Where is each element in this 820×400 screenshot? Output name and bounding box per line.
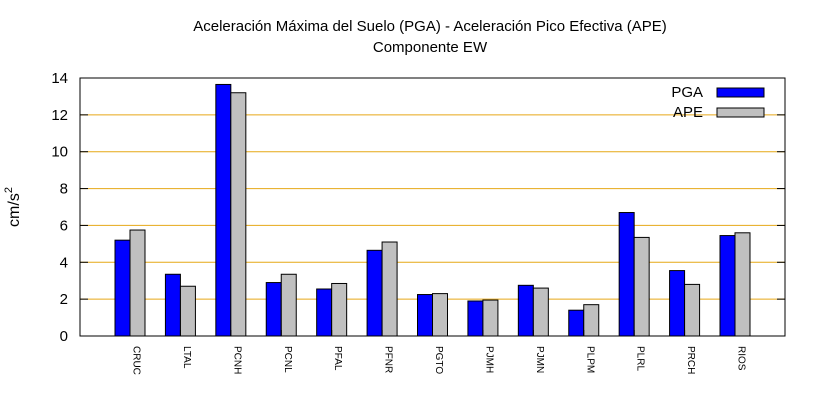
x-tick-label: CRUC [131,346,142,375]
legend-label-ape: APE [673,104,703,121]
bar-pga-plpm [568,309,585,337]
bar-ape-ltal [179,285,196,337]
bar-ape-rios [734,232,751,337]
y-tick-label: 14 [51,70,68,87]
bar-ape-pfal [331,282,348,337]
bar-pga-pjmn [517,284,534,337]
y-tick-label: 6 [60,217,68,234]
y-axis-label-superscript: 2 [3,187,15,193]
x-tick-label: PLRL [635,346,646,371]
bar-pga-pfal [316,288,333,337]
chart-subtitle: Componente EW [373,39,488,56]
bar-pga-pgto [417,294,433,337]
y-tick-label: 12 [51,107,68,124]
x-tick-label: PJMN [534,346,545,373]
legend-swatch-ape [716,107,765,118]
bar-ape-pjmn [532,287,549,337]
legend: PGA APE [671,84,765,121]
y-axis-label: cm/s2 [3,187,23,227]
y-tick-label: 2 [60,291,68,308]
bar-pga-plrl [618,212,635,337]
chart-title: Aceleración Máxima del Suelo (PGA) - Ace… [193,18,667,35]
bar-pga-pjmh [467,300,484,337]
y-axis-label-text: cm/s [6,193,23,227]
bar-ape-plpm [583,304,600,337]
x-tick-label: PFAL [332,346,343,371]
legend-swatch-pga [716,87,765,98]
bar-ape-pgto [432,293,448,337]
y-axis-ticks: 0 2 4 6 8 10 12 14 [51,70,785,345]
bar-pga-prch [669,270,686,337]
legend-label-pga: PGA [671,84,703,101]
bar-ape-prch [684,283,701,337]
svg-text:cm/s2: cm/s2 [3,187,23,227]
x-tick-label: PJMH [483,346,494,373]
x-tick-label: PRCH [685,346,696,374]
x-tick-label: PLPM [584,346,595,373]
bar-ape-plrl [633,236,650,337]
bar-ape-cruc [129,229,146,337]
x-axis-ticks: CRUC LTAL PCNH PCNL PFAL PFNR PGTO PJMH PJMN PLPM… [129,330,747,375]
bar-pga-rios [719,235,736,337]
bar-pga-pcnl [265,282,282,337]
y-tick-label: 0 [60,328,68,345]
bars [114,83,751,337]
x-tick-label: LTAL [181,346,192,369]
x-tick-label: PCNH [231,346,242,374]
bar-ape-pfnr [381,241,398,337]
bar-ape-pjmh [482,299,499,337]
bar-pga-ltal [164,273,181,337]
x-tick-label: PGTO [433,346,444,374]
x-tick-label: PFNR [383,346,394,373]
bar-ape-pcnh [230,92,247,337]
x-tick-label: RIOS [736,346,747,371]
grid-lines [80,114,785,300]
bar-pga-pfnr [366,249,383,337]
y-tick-label: 8 [60,181,68,198]
bar-pga-cruc [114,239,131,337]
bar-ape-pcnl [280,273,297,337]
x-tick-label: PCNL [282,346,293,373]
y-tick-label: 4 [60,254,68,271]
bar-pga-pcnh [215,83,232,337]
y-tick-label: 10 [51,144,68,161]
